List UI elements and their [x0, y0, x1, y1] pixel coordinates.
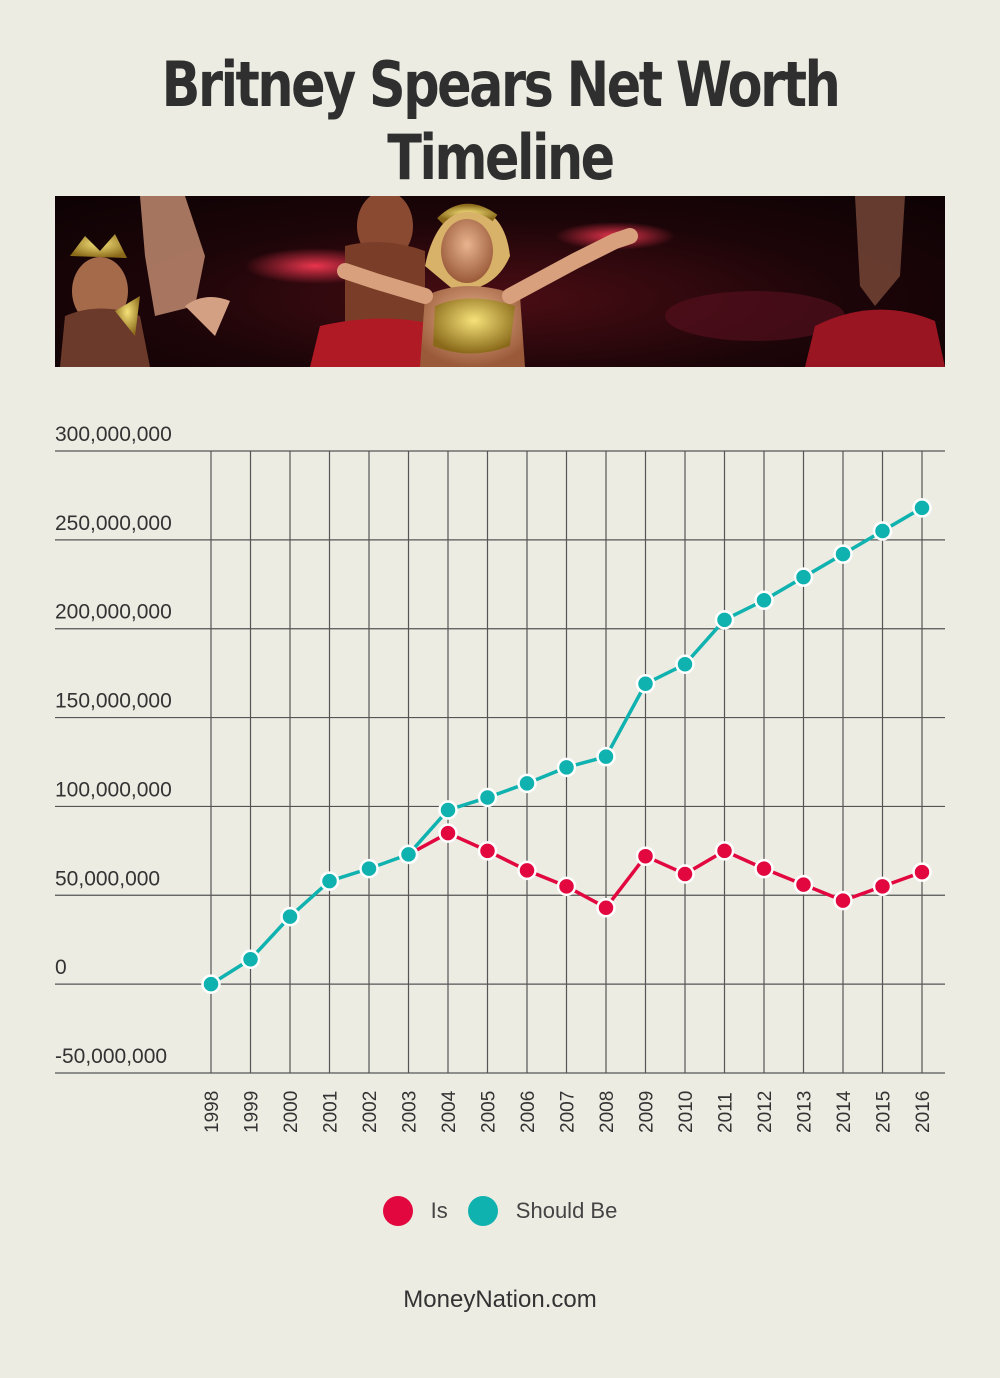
data-point-should-be — [319, 871, 340, 891]
data-point-is — [714, 841, 735, 861]
data-point-should-be — [596, 746, 616, 767]
data-point-should-be — [398, 844, 419, 865]
x-axis: 1998 1999 2000 2001 2002 2003 2004 2005 2006 2007… — [202, 1090, 934, 1133]
x-tick-label: 2002 — [360, 1091, 381, 1133]
page-title: Britney Spears Net Worth Timeline — [161, 48, 841, 194]
data-point-is — [596, 897, 616, 918]
data-point-should-be — [635, 674, 656, 694]
data-point-is — [675, 864, 695, 884]
data-point-is — [556, 876, 577, 897]
net-worth-chart: 300,000,000 250,000,000 200,000,000 150,000… — [55, 423, 945, 1133]
x-tick-label: 2010 — [676, 1091, 697, 1133]
data-point-is — [477, 841, 498, 861]
data-point-should-be — [556, 757, 577, 778]
data-point-should-be — [280, 906, 300, 927]
data-point-should-be — [675, 654, 695, 675]
y-tick-label: 0 — [55, 956, 67, 979]
x-tick-label: 2011 — [716, 1092, 737, 1133]
x-tick-label: 1999 — [242, 1091, 263, 1133]
x-tick-label: 2016 — [913, 1091, 934, 1133]
data-point-is — [793, 874, 814, 895]
source-credit: MoneyNation.com — [403, 1286, 597, 1313]
data-point-is — [833, 890, 853, 911]
legend-marker-should-be — [467, 1196, 498, 1226]
x-tick-label: 2007 — [558, 1091, 579, 1133]
data-point-should-be — [438, 800, 458, 820]
data-point-should-be — [754, 590, 774, 611]
data-point-is — [872, 876, 893, 897]
y-axis: 300,000,000 250,000,000 200,000,000 150,000… — [55, 423, 172, 1068]
chart-grid — [55, 450, 945, 1074]
legend-label-should-be: Should Be — [515, 1198, 618, 1223]
data-point-should-be — [201, 974, 221, 994]
data-point-is — [635, 846, 656, 866]
data-point-should-be — [359, 858, 379, 879]
y-tick-label: 200,000,000 — [55, 601, 172, 624]
data-point-should-be — [872, 521, 893, 541]
x-tick-label: 2000 — [281, 1091, 302, 1133]
x-tick-label: 2001 — [321, 1091, 342, 1133]
data-point-is — [438, 823, 458, 843]
data-point-should-be — [517, 773, 537, 794]
x-tick-label: 2003 — [400, 1091, 421, 1133]
x-tick-label: 2009 — [637, 1091, 658, 1133]
data-point-should-be — [793, 567, 814, 587]
header-photo — [55, 196, 945, 367]
legend-item-should-be: Should Be — [467, 1196, 618, 1226]
data-point-is — [912, 862, 932, 882]
x-tick-label: 2008 — [597, 1091, 618, 1133]
chart-legend: Is Should Be — [0, 1196, 1000, 1226]
x-tick-label: 2015 — [874, 1091, 895, 1133]
data-point-should-be — [833, 544, 853, 564]
x-tick-label: 1998 — [202, 1091, 223, 1133]
legend-marker-is — [382, 1196, 413, 1226]
x-tick-label: 2013 — [795, 1091, 816, 1133]
y-tick-label: 250,000,000 — [55, 512, 172, 535]
data-point-should-be — [714, 610, 735, 630]
data-point-is — [517, 860, 537, 881]
data-point-is — [754, 858, 774, 879]
data-point-should-be — [912, 498, 932, 518]
legend-item-is: Is — [382, 1196, 448, 1226]
x-tick-label: 2004 — [439, 1090, 460, 1133]
data-point-should-be — [477, 787, 498, 808]
x-tick-label: 2012 — [755, 1091, 776, 1133]
x-tick-label: 2014 — [834, 1090, 855, 1133]
y-tick-label: 300,000,000 — [55, 423, 172, 446]
chart-series — [201, 498, 932, 994]
y-tick-label: 150,000,000 — [55, 690, 172, 713]
x-tick-label: 2005 — [479, 1091, 500, 1133]
legend-label-is: Is — [430, 1198, 448, 1223]
x-tick-label: 2006 — [518, 1091, 539, 1133]
data-point-should-be — [240, 949, 261, 970]
y-tick-label: 50,000,000 — [55, 867, 160, 890]
y-tick-label: -50,000,000 — [55, 1045, 167, 1068]
concert-photo — [60, 196, 945, 367]
y-tick-label: 100,000,000 — [55, 778, 172, 801]
